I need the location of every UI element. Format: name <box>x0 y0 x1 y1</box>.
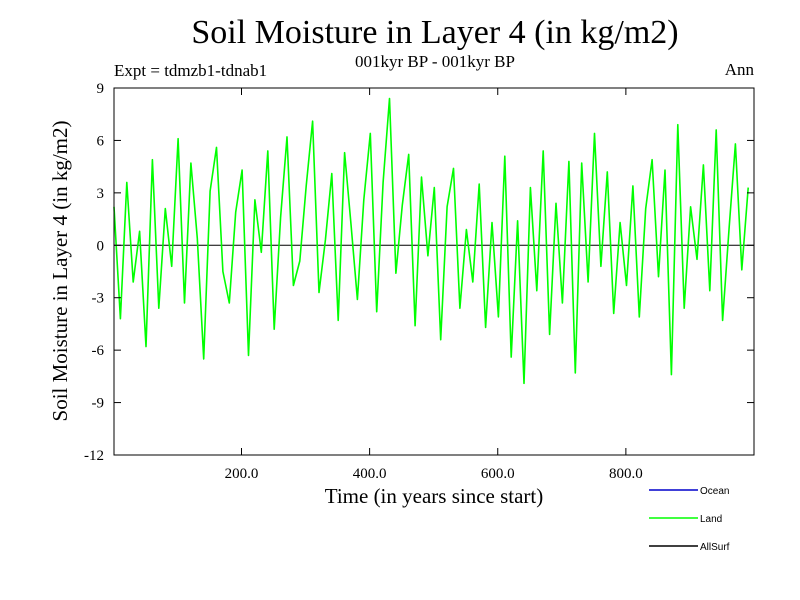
y-tick-label: -3 <box>92 291 105 307</box>
legend-label-allsurf: AllSurf <box>700 542 730 553</box>
y-tick-label: -12 <box>84 448 104 464</box>
x-tick-label: 600.0 <box>481 466 515 482</box>
series-line-land <box>113 97 749 385</box>
y-tick-label: 9 <box>97 81 105 97</box>
y-tick-label: 6 <box>97 133 105 149</box>
experiment-label: Expt = tdmzb1-tdnab1 <box>114 61 268 80</box>
y-axis-label: Soil Moisture in Layer 4 (in kg/m2) <box>48 121 72 422</box>
x-tick-label: 200.0 <box>225 466 259 482</box>
legend-label-land: Land <box>700 514 722 525</box>
plot-frame <box>113 87 755 456</box>
y-tick-label: 3 <box>97 186 105 202</box>
y-tick-label: -9 <box>92 396 105 412</box>
legend-label-ocean: Ocean <box>700 486 729 497</box>
period-label: Ann <box>724 60 754 79</box>
x-axis-label: Time (in years since start) <box>325 484 544 508</box>
y-tick-label: 0 <box>97 238 105 254</box>
x-tick-label: 400.0 <box>353 466 387 482</box>
x-tick-label: 800.0 <box>609 466 643 482</box>
chart-title: Soil Moisture in Layer 4 (in kg/m2) <box>191 14 679 51</box>
legend: Ocean Land AllSurf <box>649 486 730 553</box>
chart-subtitle: 001kyr BP - 001kyr BP <box>355 52 515 71</box>
y-tick-label: -6 <box>92 343 105 359</box>
